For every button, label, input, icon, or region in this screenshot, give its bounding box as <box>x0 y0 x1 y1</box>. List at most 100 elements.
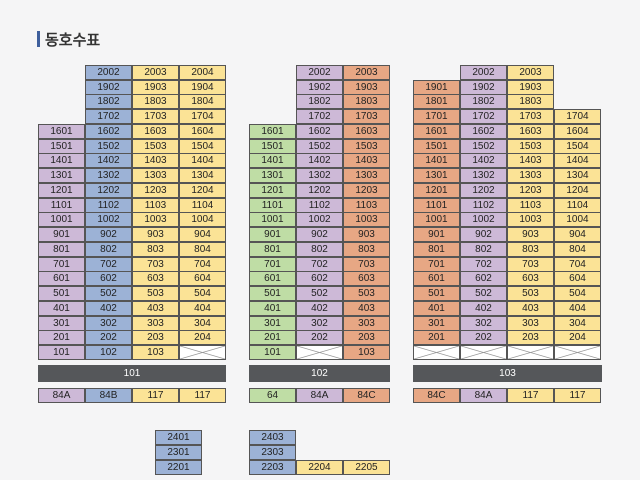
unit-cell: 1801 <box>413 94 460 109</box>
unit-cell: 703 <box>132 257 179 272</box>
unit-cell: 804 <box>554 242 601 257</box>
unit-cell: 1902 <box>296 80 343 95</box>
unit-cell: 1802 <box>85 94 132 109</box>
unit-cell: 1002 <box>85 212 132 227</box>
unit-cell: 2205 <box>343 460 390 475</box>
unit-cell: 202 <box>296 330 343 345</box>
unit-cell: 1803 <box>132 94 179 109</box>
unit-cell: 603 <box>343 271 390 286</box>
unit-cell: 302 <box>296 316 343 331</box>
cross-mark-icon <box>461 346 506 359</box>
unit-cell: 304 <box>179 316 226 331</box>
unit-cell: 602 <box>296 271 343 286</box>
empty-unit-cell <box>179 345 226 360</box>
unit-cell: 203 <box>132 330 179 345</box>
unit-cell: 1603 <box>343 124 390 139</box>
unit-cell: 1904 <box>179 80 226 95</box>
unit-cell: 1302 <box>85 168 132 183</box>
unit-cell: 1703 <box>132 109 179 124</box>
unit-cell: 404 <box>179 301 226 316</box>
unit-cell: 1301 <box>38 168 85 183</box>
unit-cell: 1501 <box>413 139 460 154</box>
unit-cell: 1204 <box>179 183 226 198</box>
empty-unit-cell <box>554 345 601 360</box>
unit-cell: 502 <box>85 286 132 301</box>
unit-cell: 1403 <box>507 153 554 168</box>
unit-cell: 901 <box>413 227 460 242</box>
unit-cell: 1004 <box>554 212 601 227</box>
unit-cell: 1902 <box>85 80 132 95</box>
unit-cell: 704 <box>554 257 601 272</box>
unit-cell: 1001 <box>38 212 85 227</box>
unit-cell: 401 <box>249 301 296 316</box>
unit-cell: 1504 <box>554 139 601 154</box>
unit-cell: 1202 <box>296 183 343 198</box>
unit-cell: 1202 <box>85 183 132 198</box>
unit-cell: 1001 <box>249 212 296 227</box>
unit-cell: 101 <box>38 345 85 360</box>
unit-cell: 703 <box>343 257 390 272</box>
unit-cell: 802 <box>296 242 343 257</box>
unit-type-label: 117 <box>132 388 179 403</box>
unit-cell: 301 <box>38 316 85 331</box>
unit-type-label: 117 <box>179 388 226 403</box>
unit-cell: 1504 <box>179 139 226 154</box>
empty-unit-cell <box>507 345 554 360</box>
unit-cell: 501 <box>249 286 296 301</box>
unit-cell: 203 <box>507 330 554 345</box>
unit-type-label: 117 <box>507 388 554 403</box>
unit-cell: 403 <box>507 301 554 316</box>
unit-cell: 304 <box>554 316 601 331</box>
unit-cell: 1902 <box>460 80 507 95</box>
unit-cell: 1102 <box>460 198 507 213</box>
unit-cell: 302 <box>460 316 507 331</box>
unit-cell: 303 <box>343 316 390 331</box>
unit-cell: 1702 <box>296 109 343 124</box>
unit-cell: 902 <box>85 227 132 242</box>
unit-cell: 1403 <box>132 153 179 168</box>
unit-cell: 301 <box>413 316 460 331</box>
building-number-bar: 102 <box>249 365 390 382</box>
unit-cell: 603 <box>132 271 179 286</box>
unit-cell: 604 <box>554 271 601 286</box>
unit-cell: 1304 <box>179 168 226 183</box>
unit-cell: 801 <box>38 242 85 257</box>
unit-cell: 1703 <box>507 109 554 124</box>
unit-cell: 601 <box>413 271 460 286</box>
unit-cell: 804 <box>179 242 226 257</box>
cross-mark-icon <box>508 346 553 359</box>
unit-cell: 702 <box>85 257 132 272</box>
unit-cell: 2204 <box>296 460 343 475</box>
unit-cell: 1502 <box>296 139 343 154</box>
unit-cell: 1001 <box>413 212 460 227</box>
unit-cell: 2002 <box>296 65 343 80</box>
unit-cell: 2003 <box>343 65 390 80</box>
unit-type-label: 84A <box>38 388 85 403</box>
unit-cell: 1903 <box>132 80 179 95</box>
unit-cell: 1201 <box>413 183 460 198</box>
unit-cell: 1802 <box>460 94 507 109</box>
unit-cell: 1403 <box>343 153 390 168</box>
unit-type-label: 117 <box>554 388 601 403</box>
unit-cell: 302 <box>85 316 132 331</box>
unit-type-label: 64 <box>249 388 296 403</box>
unit-cell: 603 <box>507 271 554 286</box>
empty-unit-cell <box>413 345 460 360</box>
building-number-bar: 101 <box>38 365 226 382</box>
unit-cell: 502 <box>460 286 507 301</box>
unit-cell: 403 <box>343 301 390 316</box>
unit-cell: 1402 <box>460 153 507 168</box>
unit-cell: 1503 <box>507 139 554 154</box>
unit-cell: 604 <box>179 271 226 286</box>
unit-cell: 1702 <box>85 109 132 124</box>
unit-cell: 803 <box>343 242 390 257</box>
unit-cell: 2003 <box>132 65 179 80</box>
unit-cell: 1604 <box>179 124 226 139</box>
unit-cell: 402 <box>85 301 132 316</box>
unit-cell: 1502 <box>460 139 507 154</box>
unit-cell: 504 <box>554 286 601 301</box>
unit-cell: 1602 <box>460 124 507 139</box>
unit-cell: 902 <box>460 227 507 242</box>
building-number-bar: 103 <box>413 365 602 382</box>
unit-cell: 1302 <box>296 168 343 183</box>
